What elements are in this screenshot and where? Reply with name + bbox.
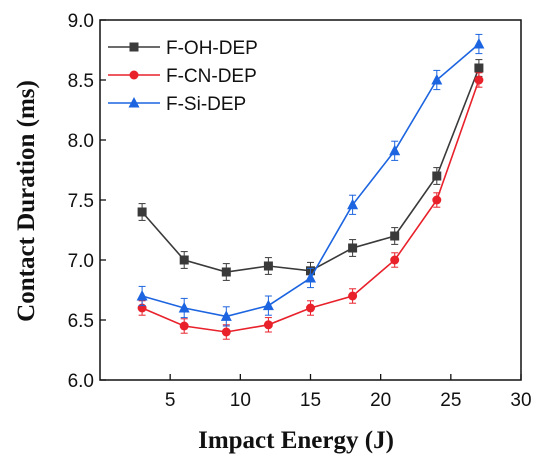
data-point: [262, 299, 274, 311]
series-line: [141, 79, 480, 333]
legend-marker: [129, 42, 139, 52]
y-tick-label: 7.5: [68, 191, 94, 212]
data-point: [431, 74, 443, 85]
series-f-cn-dep: [137, 72, 484, 340]
y-axis-title: Contact Duration (ms): [13, 80, 40, 322]
data-point: [390, 231, 400, 241]
data-point: [474, 63, 484, 73]
legend-label: F-CN-DEP: [166, 66, 257, 87]
data-point: [179, 321, 189, 331]
y-tick-label: 8.5: [68, 71, 94, 92]
x-tick-label: 5: [165, 390, 176, 411]
x-tick-label: 25: [440, 390, 461, 411]
data-point: [348, 291, 358, 301]
data-point: [221, 267, 231, 277]
data-point: [306, 303, 315, 313]
plot-frame: [99, 19, 522, 381]
x-axis-ticks: 5 10 15 20 25 30: [165, 374, 532, 411]
data-point: [178, 302, 190, 313]
y-tick-label: 6.5: [68, 311, 94, 332]
y-tick-label: 8.0: [68, 131, 94, 152]
data-point: [347, 198, 359, 210]
y-tick-label: 9.0: [68, 11, 94, 32]
data-point: [474, 75, 484, 85]
data-point: [136, 290, 148, 301]
legend-label: F-Si-DEP: [166, 94, 246, 115]
data-point: [390, 255, 400, 265]
data-point: [263, 261, 273, 271]
series-layer: [136, 33, 485, 340]
y-axis-ticks: 6.0 6.5 7.0 7.5 8.0 8.5 9.0: [68, 11, 106, 392]
legend-marker: [129, 70, 139, 80]
legend-label: F-OH-DEP: [166, 38, 258, 59]
x-tick-label: 30: [510, 390, 531, 411]
data-point: [137, 207, 147, 217]
data-point: [473, 38, 485, 49]
data-point: [305, 272, 316, 283]
y-tick-label: 7.0: [68, 251, 94, 272]
data-point: [432, 195, 442, 205]
series-f-oh-dep: [137, 59, 484, 281]
data-point: [348, 243, 358, 253]
data-point: [221, 327, 231, 337]
data-point: [220, 310, 232, 321]
x-tick-label: 10: [230, 390, 251, 411]
plot-area-border: [99, 19, 522, 381]
x-axis-title: Impact Energy (J): [198, 427, 394, 454]
data-point: [263, 320, 273, 330]
x-tick-label: 20: [370, 390, 391, 411]
y-tick-label: 6.0: [68, 371, 94, 392]
series-f-si-dep: [136, 33, 485, 327]
data-point: [432, 171, 442, 181]
data-point: [389, 144, 401, 156]
x-tick-label: 15: [300, 390, 321, 411]
data-point: [179, 255, 189, 265]
legend: F-OH-DEP F-CN-DEP F-Si-DEP: [108, 38, 258, 115]
legend-marker: [128, 97, 140, 108]
